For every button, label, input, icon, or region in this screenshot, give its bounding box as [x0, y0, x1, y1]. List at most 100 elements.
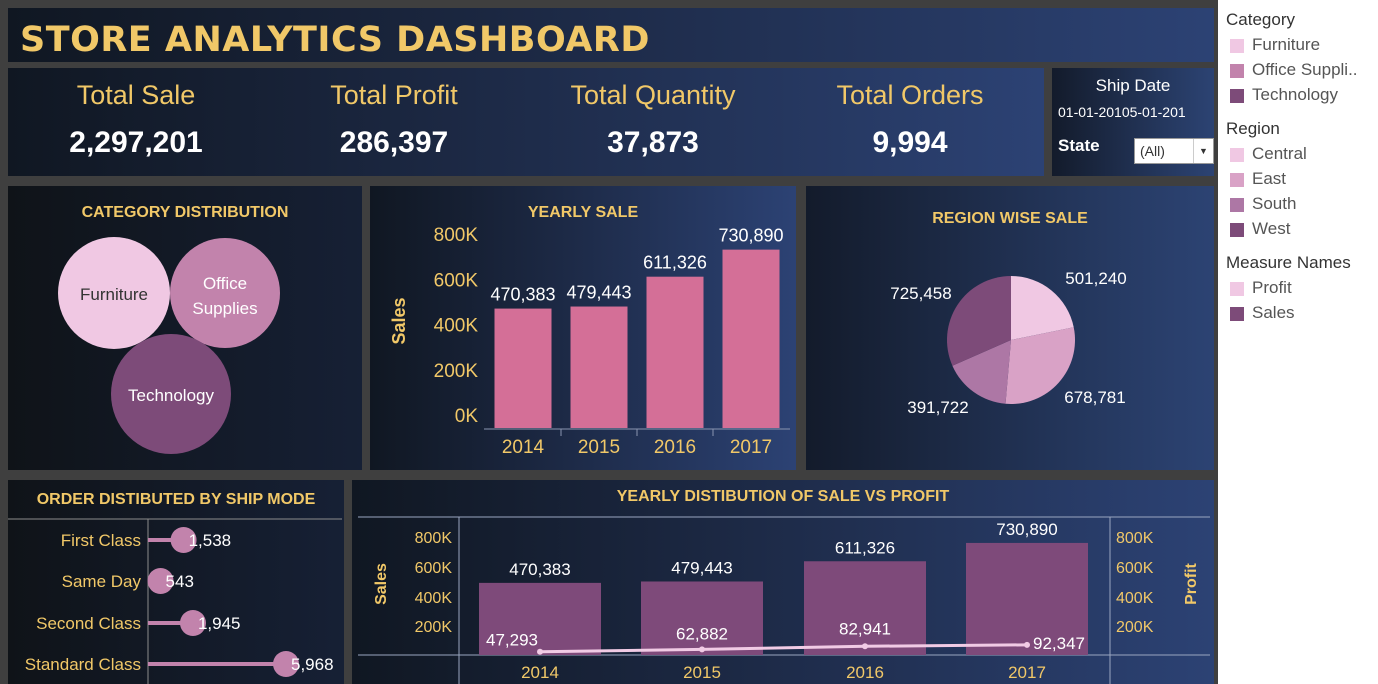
kpi-total-quantity: Total Quantity 37,873	[533, 68, 773, 176]
bubble-label-furniture: Furniture	[80, 285, 148, 304]
y2-tick-label: 600K	[1116, 560, 1154, 577]
category-bubble-chart: Furniture Office Supplies Technology	[58, 237, 280, 454]
legend-swatch	[1230, 64, 1244, 78]
slice-label: 391,722	[907, 398, 968, 417]
kpi-total-orders: Total Orders 9,994	[790, 68, 1030, 176]
bubble-label-office-line2: Supplies	[192, 299, 257, 318]
y2-tick-label: 800K	[1116, 530, 1154, 547]
bubble-label-office-line1: Office	[203, 274, 247, 293]
y2-tick-label: 400K	[1116, 590, 1154, 607]
pie-slice	[952, 340, 1011, 404]
y-tick-label: 200K	[434, 361, 479, 382]
legend-swatch	[1230, 307, 1244, 321]
bubble-label-technology: Technology	[128, 386, 215, 405]
legend-swatch	[1230, 282, 1244, 296]
profit-point	[862, 643, 868, 650]
bar	[722, 249, 780, 428]
y-tick-label: 400K	[415, 590, 453, 607]
sales-label: 479,443	[671, 558, 732, 577]
lollipop-head	[170, 527, 197, 553]
y-tick-label: 600K	[434, 270, 479, 291]
page-title: STORE ANALYTICS DASHBOARD	[20, 20, 650, 60]
profit-point	[537, 648, 543, 655]
y-axis-label: Sales	[373, 563, 390, 605]
pie-slice	[1005, 327, 1075, 404]
kpi-label: Total Quantity	[570, 80, 736, 110]
legend-label: Central	[1252, 144, 1307, 163]
region-pie-chart: 501,240 678,781 391,722 725,458	[890, 269, 1126, 417]
legend-label: Office Suppli..	[1252, 60, 1358, 79]
value-label: 5,968	[291, 655, 334, 674]
profit-label: 62,882	[676, 624, 728, 643]
bar	[646, 276, 704, 428]
x-tick-label: 2017	[1008, 663, 1046, 682]
pie-slice	[947, 276, 1011, 366]
legend-swatch	[1230, 223, 1244, 237]
category-label: Standard Class	[25, 655, 141, 674]
ship-date-title: Ship Date	[1095, 76, 1171, 95]
kpi-value: 2,297,201	[69, 126, 203, 159]
x-tick-label: 2017	[730, 437, 772, 458]
state-dropdown[interactable]: (All) ▼	[1134, 138, 1214, 164]
bubble-furniture[interactable]	[58, 237, 170, 349]
ship-mode-panel: ORDER DISTIBUTED BY SHIP MODE First Clas…	[8, 480, 344, 684]
sales-label: 611,326	[835, 538, 895, 557]
region-sale-panel: REGION WISE SALE 501,240 678,781 391,722 72…	[806, 186, 1214, 470]
pie-slice	[1011, 276, 1074, 340]
bar	[570, 306, 628, 428]
legend-label: Profit	[1252, 278, 1292, 297]
x-tick-label: 2015	[578, 437, 620, 458]
value-label: 1,945	[198, 614, 241, 633]
kpi-value: 9,994	[872, 126, 948, 159]
y-tick-label: 800K	[415, 530, 453, 547]
y-tick-label: 400K	[434, 316, 479, 337]
category-label: First Class	[61, 531, 141, 550]
lollipop-head	[179, 610, 206, 636]
ship-date-range-slider[interactable]: 01-01-20105-01-201	[1058, 104, 1186, 120]
bar	[966, 542, 1088, 655]
legend-label: West	[1252, 219, 1291, 238]
slice-label: 501,240	[1065, 269, 1126, 288]
kpi-label: Total Sale	[76, 80, 196, 110]
bar	[494, 308, 552, 428]
dashboard: STORE ANALYTICS DASHBOARD Total Sale 2,2…	[0, 0, 1218, 684]
data-label: 470,383	[490, 285, 555, 305]
kpi-label: Total Orders	[836, 80, 984, 110]
bubble-technology[interactable]	[111, 334, 231, 454]
legend-label: Furniture	[1252, 35, 1321, 54]
profit-point	[699, 646, 705, 653]
kpi-total-profit: Total Profit 286,397	[274, 68, 514, 176]
title-bar: STORE ANALYTICS DASHBOARD	[8, 8, 1214, 62]
x-tick-label: 2015	[683, 663, 721, 682]
yearly-sale-chart: 0K 200K 400K 600K 800K Sales 470,383 2014 479,44…	[389, 225, 790, 458]
y-tick-label: 200K	[415, 619, 453, 636]
category-label: Same Day	[62, 572, 142, 591]
y-tick-label: 800K	[434, 225, 479, 246]
profit-label: 92,347	[1033, 634, 1085, 653]
slice-label: 725,458	[890, 284, 951, 303]
x-tick-label: 2016	[654, 437, 696, 458]
legend-swatch	[1230, 198, 1244, 212]
bar	[641, 581, 763, 655]
state-label: State	[1058, 136, 1100, 155]
panel-title: REGION WISE SALE	[932, 210, 1088, 227]
profit-line	[539, 643, 1028, 654]
x-tick-label: 2014	[502, 437, 545, 458]
bubble-office-supplies[interactable]	[170, 238, 280, 348]
legend-label: Sales	[1252, 303, 1295, 322]
legend-swatch	[1230, 89, 1244, 103]
panel-title: YEARLY DISTIBUTION OF SALE VS PROFIT	[616, 488, 950, 505]
kpi-label: Total Profit	[330, 80, 458, 110]
category-label: Second Class	[36, 614, 141, 633]
legend-label: South	[1252, 194, 1297, 213]
bar	[479, 582, 601, 655]
legend-swatch	[1230, 173, 1244, 187]
chevron-down-icon[interactable]: ▼	[1193, 139, 1213, 163]
legend-title-region: Region	[1226, 119, 1280, 138]
category-distribution-panel: CATEGORY DISTRIBUTION Furniture Office S…	[8, 186, 362, 470]
legend-title-measure-names: Measure Names	[1226, 253, 1351, 272]
kpi-value: 37,873	[607, 126, 699, 159]
x-tick-label: 2016	[846, 663, 884, 682]
legend-label: Technology	[1252, 85, 1339, 104]
legend-panel: Category Furniture Office Suppli.. Techn…	[1222, 0, 1378, 684]
